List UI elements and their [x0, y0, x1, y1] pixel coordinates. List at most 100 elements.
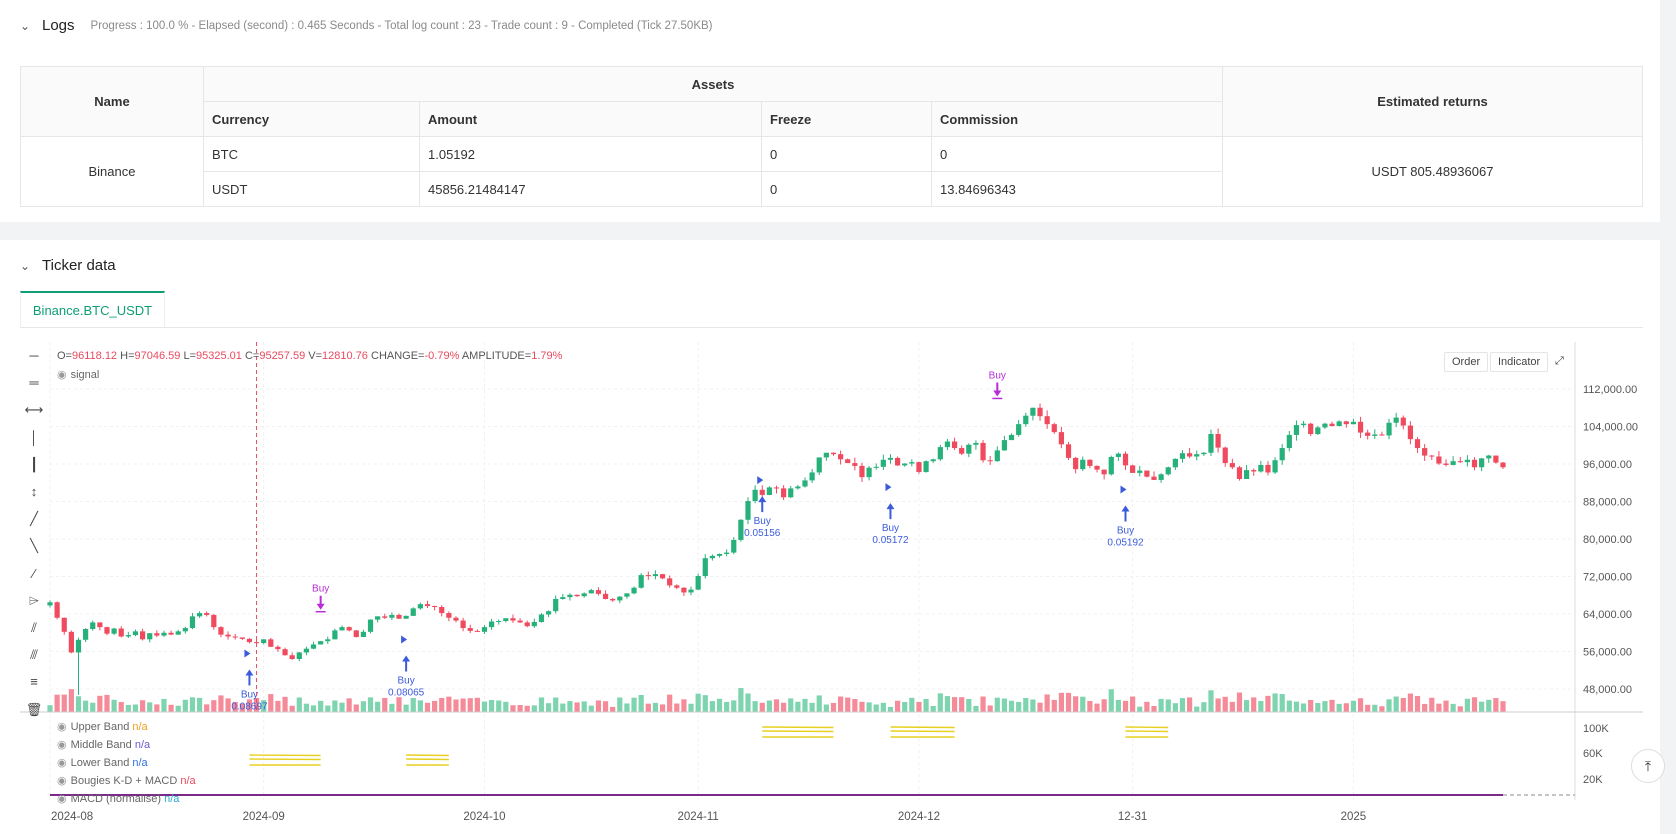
candle-body	[745, 501, 751, 520]
band-line	[1125, 730, 1169, 733]
volume-bar	[1365, 704, 1371, 712]
candle-body	[218, 627, 224, 635]
candle-body	[253, 642, 260, 644]
volume-bar	[1471, 697, 1478, 712]
volume-bar	[1429, 697, 1435, 712]
candle-body	[1308, 423, 1314, 434]
volume-bar	[902, 702, 908, 712]
vline-tool-icon[interactable]: │	[29, 429, 39, 445]
candle-body	[168, 632, 174, 635]
fullscreen-icon[interactable]: ⤢	[1548, 352, 1571, 372]
candle-body	[1194, 454, 1200, 457]
trash-icon[interactable]: 🗑	[25, 701, 43, 717]
trend3-tool-icon[interactable]: ∕	[32, 565, 36, 581]
fib-tool-icon[interactable]: ≡	[30, 674, 38, 690]
logs-header[interactable]: ⌄ Logs Progress : 100.0 % - Elapsed (sec…	[20, 17, 713, 34]
eye-icon[interactable]: ◉	[57, 739, 67, 751]
ticker-panel: ⌄ Ticker data Binance.BTC_USDT	[0, 240, 1660, 834]
cell-freeze: 0	[761, 171, 932, 207]
candle-body	[759, 489, 765, 495]
volume-bar	[823, 704, 829, 712]
price-label-tool-icon[interactable]: ⌲	[28, 592, 40, 608]
volume-bar	[1350, 700, 1357, 712]
candle-body	[1037, 407, 1043, 417]
candle-body	[1486, 455, 1492, 459]
volume-bar	[1179, 698, 1186, 712]
channel2-tool-icon[interactable]: ⫻	[30, 647, 38, 663]
line-tool-icon[interactable]: ─	[29, 348, 39, 363]
signal-legend[interactable]: ◉ signal	[57, 368, 99, 381]
eye-icon[interactable]: ◉	[57, 369, 67, 381]
volume-bar	[218, 695, 224, 712]
volume-bar	[68, 689, 74, 712]
volume-bar	[47, 705, 53, 712]
legend-item[interactable]: ◉ Upper Band n/a	[57, 720, 148, 733]
channel-tool-icon[interactable]: ⫽	[31, 620, 37, 635]
order-button[interactable]: Order	[1444, 352, 1489, 372]
candle-body	[1315, 427, 1321, 434]
volume-bar	[624, 703, 630, 712]
cell-freeze: 0	[761, 136, 932, 172]
legend-item[interactable]: ◉ Lower Band n/a	[57, 756, 148, 769]
ticker-header[interactable]: ⌄ Ticker data	[20, 257, 116, 274]
eye-icon[interactable]: ◉	[57, 721, 67, 733]
eye-icon[interactable]: ◉	[57, 757, 67, 769]
scroll-top-icon[interactable]: ⤒	[1631, 749, 1665, 783]
signal-label: signal	[70, 369, 100, 381]
col-commission: Commission	[931, 101, 1223, 137]
volume-bar	[916, 701, 922, 712]
candle-body	[1065, 444, 1072, 458]
vray-tool-icon[interactable]: ┃	[30, 456, 38, 472]
eye-icon[interactable]: ◉	[57, 793, 67, 805]
chevron-down-icon[interactable]: ⌄	[20, 258, 31, 273]
candle-body	[132, 631, 139, 636]
legend-item[interactable]: ◉ MACD (normalisé) n/a	[57, 792, 179, 805]
indicator-button[interactable]: Indicator	[1490, 352, 1549, 372]
legend-item[interactable]: ◉ Middle Band n/a	[57, 738, 150, 751]
candle-body	[246, 638, 253, 643]
trend-tool-icon[interactable]: ╱	[30, 511, 38, 527]
ray-tool-icon[interactable]: ⟷	[24, 402, 44, 418]
candle-body	[887, 457, 894, 460]
volume-bar	[759, 702, 765, 712]
volume-bar	[1215, 698, 1221, 712]
candle-body	[467, 628, 473, 631]
candle-body	[1080, 459, 1086, 470]
candle-body	[944, 441, 951, 448]
candle-body	[1450, 461, 1456, 465]
candle-body	[595, 590, 602, 594]
candle-body	[1436, 456, 1442, 464]
chevron-down-icon[interactable]: ⌄	[20, 18, 31, 33]
candle-body	[488, 621, 495, 628]
eye-icon[interactable]: ◉	[57, 775, 67, 787]
candle-body	[702, 558, 708, 577]
volume-bar	[617, 697, 623, 712]
candle-body	[894, 457, 901, 466]
volume-bar	[1486, 699, 1492, 712]
volume-bar	[923, 698, 929, 712]
entry-triangle-icon	[1120, 485, 1127, 494]
legend-item[interactable]: ◉ Bougies K-D + MACD n/a	[57, 774, 196, 787]
candle-body	[1464, 459, 1470, 463]
vsegment-tool-icon[interactable]: ↕	[30, 484, 38, 499]
candle-body	[1222, 447, 1228, 464]
trend2-tool-icon[interactable]: ╲	[30, 538, 38, 554]
candle-body	[681, 587, 687, 593]
buy-label: Buy	[754, 516, 771, 527]
volume-bar	[353, 704, 359, 712]
volume-bar	[1144, 701, 1150, 712]
cell-commission: 0	[931, 136, 1223, 172]
candle-body	[282, 649, 288, 656]
tab-binance-btc-usdt[interactable]: Binance.BTC_USDT	[20, 291, 165, 327]
candle-body	[1343, 421, 1349, 425]
candle-body	[987, 460, 993, 462]
volume-bar	[852, 698, 858, 712]
candle-body	[289, 655, 295, 659]
volume-bar	[439, 697, 445, 712]
volume-bar	[980, 696, 986, 712]
candle-body	[531, 621, 537, 627]
volume-bar	[1201, 702, 1207, 712]
hline-tool-icon[interactable]: ═	[29, 375, 39, 391]
candle-body	[545, 611, 552, 615]
